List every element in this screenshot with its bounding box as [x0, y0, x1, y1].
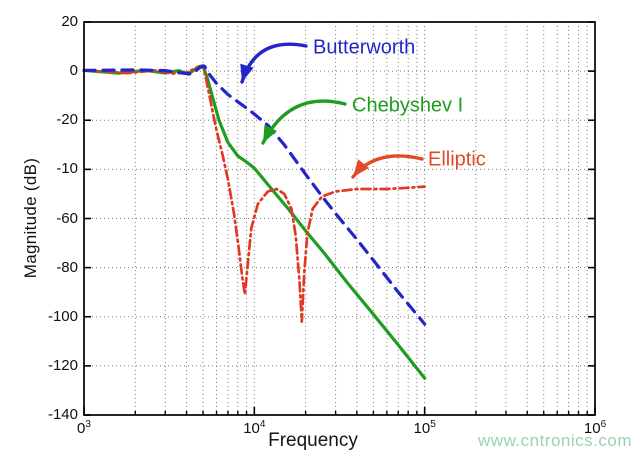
- y-tick-label: 20: [61, 13, 78, 30]
- y-tick-label: -100: [47, 307, 78, 325]
- series-curve-chebyshev-i: [82, 64, 427, 380]
- y-tick-label: -60: [56, 209, 78, 227]
- x-tick-exponent: 3: [85, 419, 91, 430]
- annotation-arrow-chebyshev-i: [261, 99, 347, 145]
- x-tick-exponent: 4: [259, 419, 266, 430]
- annotation-arrowhead-butterworth: [240, 63, 254, 82]
- annotation-arrow-butterworth: [240, 42, 308, 84]
- y-tick-label: -140: [47, 406, 78, 423]
- annotation-label-chebyshev-i: Chebyshev I: [352, 94, 464, 117]
- x-tick-exponent: 6: [600, 419, 607, 430]
- x-tick-label: 105: [413, 419, 436, 438]
- annotation-label-elliptic: Elliptic: [428, 148, 486, 171]
- x-tick-label: 106: [583, 419, 607, 438]
- y-tick-label: 0: [69, 62, 78, 80]
- y-tick-label: -80: [56, 258, 78, 276]
- x-axis-title: Frequency: [268, 430, 358, 451]
- y-tick-label: -10: [56, 160, 78, 178]
- watermark: www.cntronics.com: [478, 431, 632, 450]
- annotation-arrowhead-chebyshev-i: [263, 124, 277, 143]
- x-tick-label: 03: [77, 419, 91, 438]
- annotation-arrowhead-elliptic: [353, 159, 369, 177]
- y-tick-label: -20: [56, 111, 78, 129]
- x-tick-exponent: 5: [430, 419, 436, 430]
- series-curve-butterworth: [82, 64, 427, 326]
- annotation-label-butterworth: Butterworth: [313, 36, 416, 59]
- y-tick-label: -120: [47, 356, 78, 374]
- plot-frame: [83, 21, 596, 416]
- x-tick-label: 104: [243, 419, 266, 438]
